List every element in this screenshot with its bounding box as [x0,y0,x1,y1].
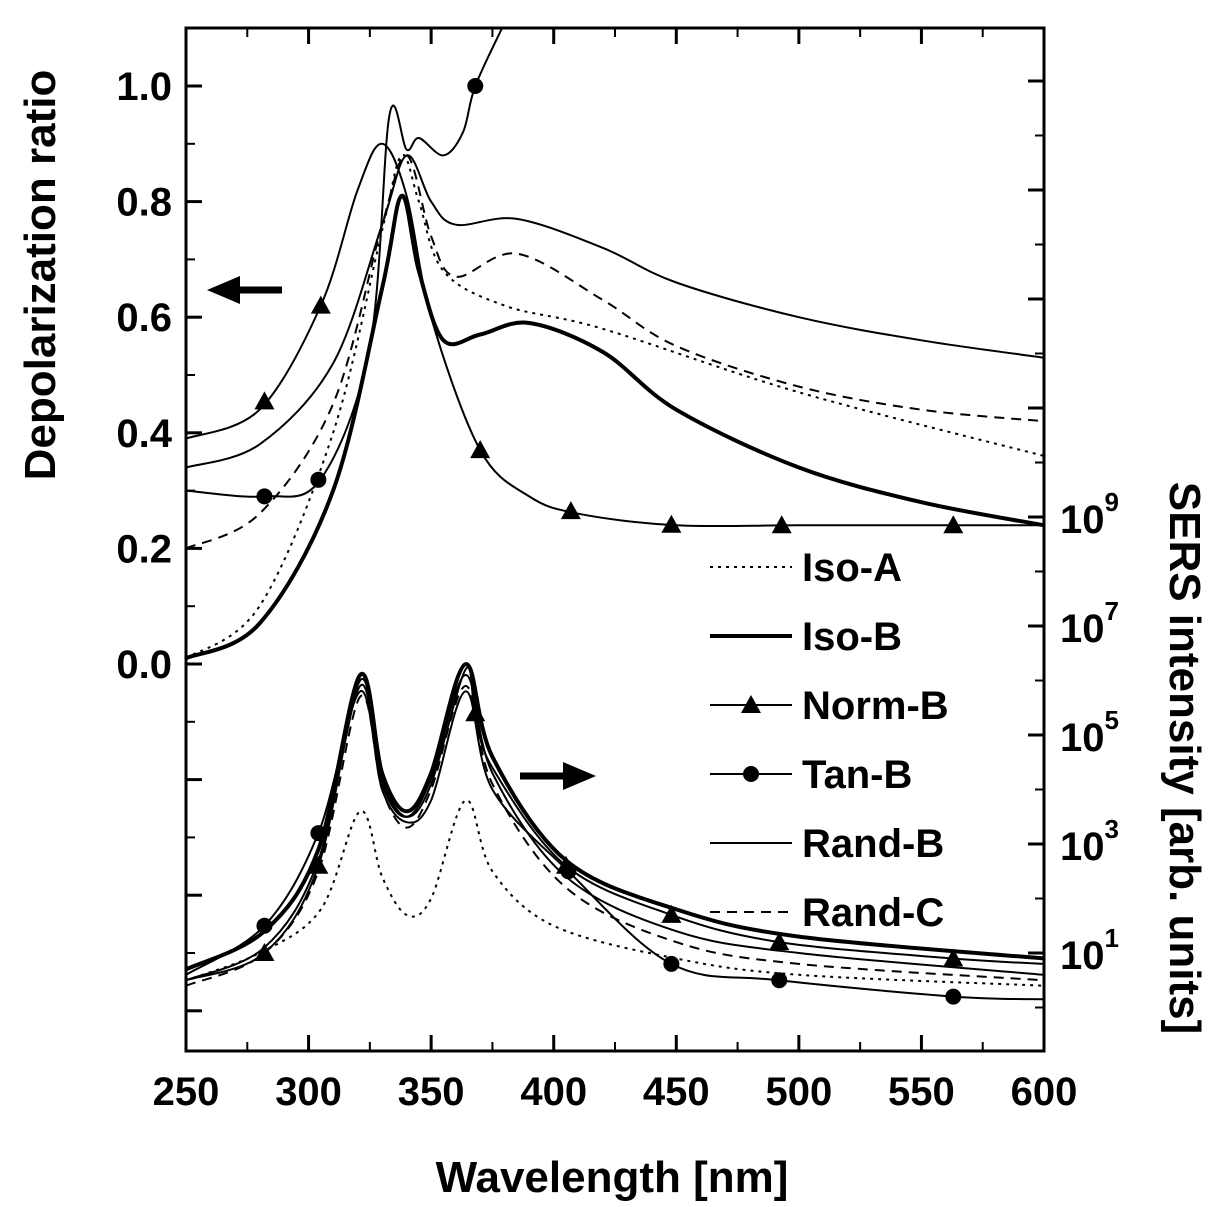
x-tick-label: 400 [520,1070,587,1114]
depol-marker-norm-b [560,501,581,520]
y-left-tick-label: 0.4 [116,412,172,456]
y-right-tick-exponent: 1 [1105,923,1119,953]
depol-line-norm-b [186,142,1044,528]
depol-line-rand-c [186,154,1044,550]
sers-marker-tan-b [771,972,788,989]
depol-marker-tan-b [256,488,273,505]
sers-marker-norm-b [465,703,486,722]
depolarization-curves [186,28,1044,661]
depol-line-rand-b [186,154,1044,469]
sers-marker-norm-b [254,943,275,961]
y-right-tick-label: 105 [1060,705,1119,760]
y-right-tick-label: 101 [1060,923,1119,978]
markers-group [254,78,964,1005]
depol-line-iso-a [186,154,1044,660]
y-right-tick-exponent: 3 [1105,814,1119,844]
legend-label-rand-c: Rand-C [802,891,944,935]
legend-marker-norm-b [741,695,761,713]
y-left-tick-label: 0.6 [116,296,172,340]
sers-marker-norm-b [661,904,682,923]
depol-marker-norm-b [661,514,682,533]
sers-marker-norm-b [943,948,964,967]
ticks-group: 250 300 350 400 450 500 550 600 0.0 0.2 0.4 0.6 0.8 1… [116,27,1119,1114]
y-right-tick-exponent: 9 [1105,487,1119,517]
y-right-tick-label: 107 [1060,596,1119,651]
right-axis-arrow [520,762,596,790]
depol-marker-norm-b [254,391,275,410]
sers-marker-tan-b [310,825,327,842]
legend-label-iso-b: Iso-B [802,615,902,659]
y-left-tick-label: 1.0 [116,65,172,109]
legend-marker-tan-b [743,766,759,782]
depol-marker-norm-b [310,295,331,314]
legend-label-tan-b: Tan-B [802,753,912,797]
left-axis-arrow [207,276,282,304]
y-left-tick-label: 0.0 [116,643,172,687]
legend-label-iso-a: Iso-A [802,546,902,590]
sers-marker-tan-b [945,988,962,1005]
depol-marker-norm-b [943,515,964,534]
sers-marker-tan-b [560,863,577,880]
depol-line-iso-b [186,193,1044,661]
y-left-tick-label: 0.2 [116,527,172,571]
legend-label-norm-b: Norm-B [802,684,949,728]
depol-marker-tan-b [467,78,484,94]
sers-line-iso-b [186,662,1044,972]
y-right-tick-label: 109 [1060,487,1119,542]
sers-marker-tan-b [663,955,680,972]
x-tick-label: 450 [643,1070,710,1114]
x-tick-label: 300 [275,1070,342,1114]
x-axis-title: Wavelength [nm] [436,1153,789,1202]
sers-marker-tan-b [256,917,273,934]
sers-marker-norm-b [308,855,329,874]
legend: Iso-A Iso-B Norm-B Tan-B Rand-B Rand-C [710,546,949,935]
y-axis-right-title: SERS intensity [arb. units] [1160,482,1209,1035]
x-tick-label: 250 [153,1070,220,1114]
depol-marker-norm-b [470,440,491,459]
y-axis-left-title: Depolarization ratio [16,70,65,481]
depol-marker-tan-b [310,471,327,488]
x-tick-label: 500 [765,1070,832,1114]
y-left-tick-label: 0.8 [116,181,172,225]
y-right-tick-exponent: 5 [1105,705,1119,735]
sers-line-rand-b [186,674,1044,982]
legend-label-rand-b: Rand-B [802,822,944,866]
sers-marker-norm-b [769,932,790,951]
depol-marker-norm-b [771,515,792,534]
y-right-tick-exponent: 7 [1105,596,1119,626]
x-tick-label: 600 [1011,1070,1078,1114]
y-right-tick-label: 103 [1060,814,1119,869]
x-tick-label: 350 [398,1070,465,1114]
x-tick-label: 550 [888,1070,955,1114]
